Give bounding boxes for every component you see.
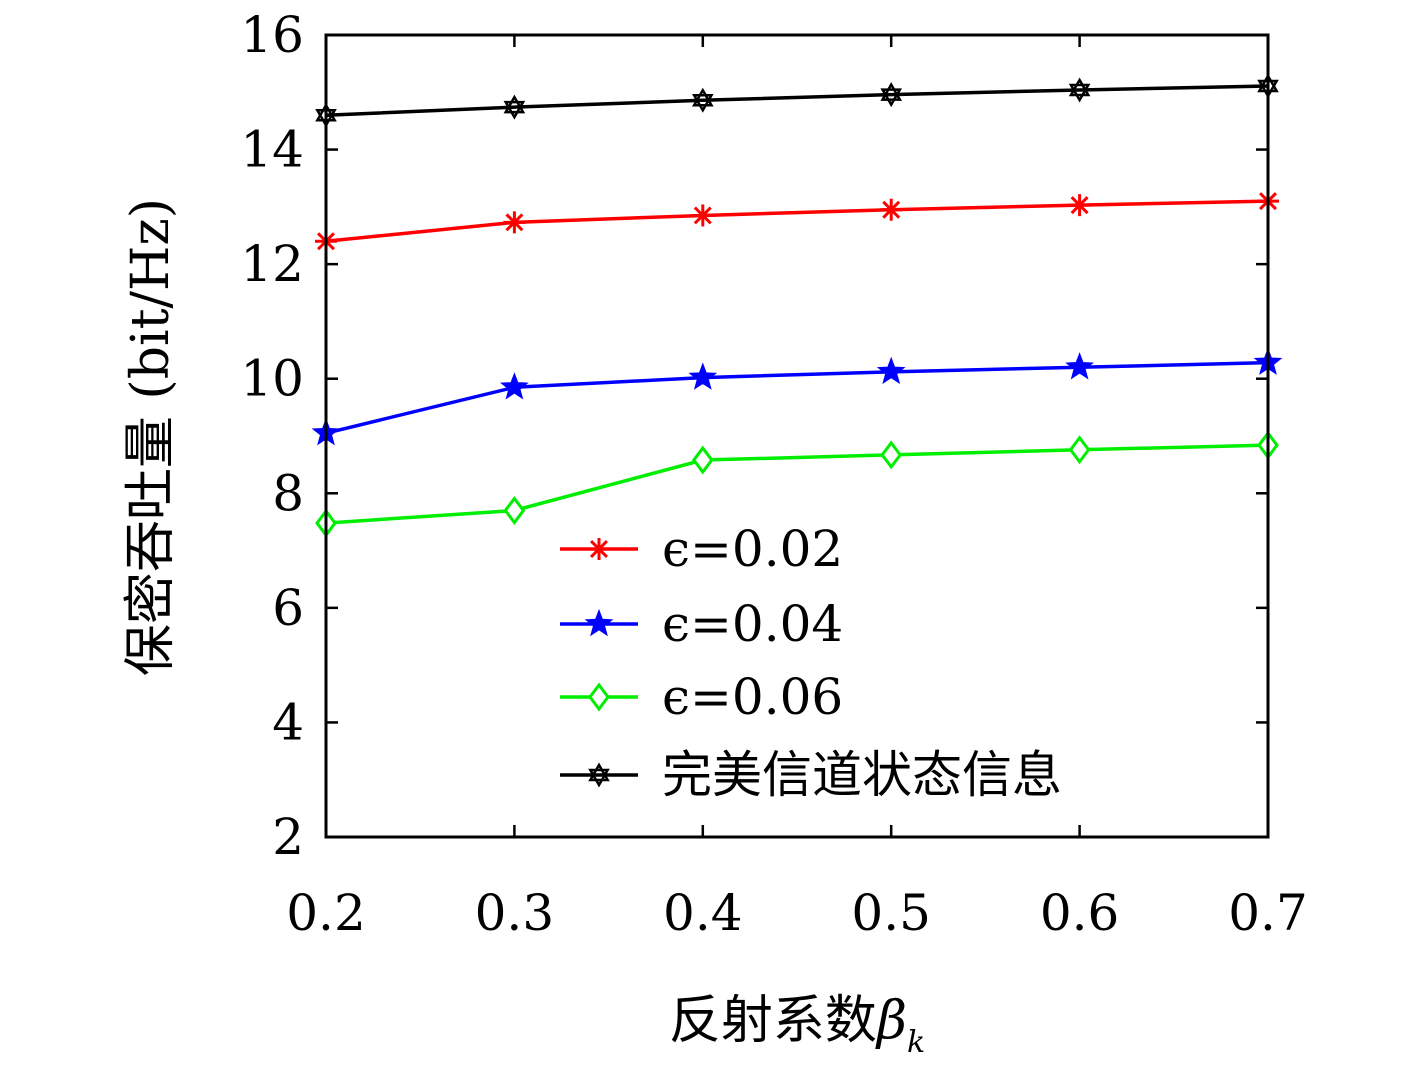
legend-item: ϵ=0.06 [560, 668, 843, 726]
y-tick-label: 4 [272, 693, 304, 751]
series-line [325, 360, 1269, 435]
legend-label: 完美信道状态信息 [662, 746, 1062, 804]
legend-item: ϵ=0.02 [560, 520, 843, 578]
legend-item: ϵ=0.04 [560, 595, 843, 653]
legend-label: ϵ=0.02 [662, 520, 843, 578]
series-line [325, 199, 1269, 243]
data-point [588, 682, 610, 712]
y-tick-label: 14 [240, 121, 304, 179]
axis-ticks [324, 33, 1270, 839]
series-line [325, 84, 1269, 117]
y-tick-label: 16 [240, 6, 304, 64]
x-tick-label: 0.3 [475, 884, 555, 942]
data-point [688, 362, 718, 390]
legend-label: ϵ=0.06 [662, 668, 843, 726]
data-point [880, 198, 903, 221]
data-point [584, 608, 614, 637]
data-point [588, 538, 610, 560]
x-tick-label: 0.7 [1228, 884, 1308, 942]
x-tick-label: 0.5 [851, 884, 931, 942]
legend: ϵ=0.02 ϵ=0.04 ϵ=0.06 完美信道状态信息 [545, 505, 1245, 820]
data-point [1068, 435, 1091, 465]
tick-labels: 0.2 0.3 0.4 0.5 0.6 0.7 2 4 6 8 10 12 14 16 [240, 6, 1307, 942]
y-axis-title: 保密吞吐量 (bit/Hz) [121, 198, 181, 676]
series-markers [311, 73, 1283, 538]
legend-label: ϵ=0.04 [662, 595, 843, 653]
series-lines [325, 84, 1269, 525]
x-axis-title-subscript: k [907, 1025, 925, 1060]
data-point [876, 356, 906, 385]
data-point [880, 440, 903, 470]
data-point [691, 204, 714, 227]
legend-box [545, 505, 1245, 820]
x-axis-title-symbol: β [875, 991, 907, 1051]
data-point [1065, 352, 1094, 380]
data-point [500, 372, 529, 400]
x-axis-title-text: 反射系数 [669, 991, 877, 1051]
data-point [503, 94, 526, 120]
data-point [691, 445, 714, 475]
y-tick-label: 8 [272, 464, 304, 522]
y-tick-label: 2 [272, 808, 304, 866]
data-point [503, 495, 526, 525]
data-point [1068, 194, 1091, 217]
legend-item: 完美信道状态信息 [560, 746, 1062, 804]
data-point [880, 82, 903, 108]
x-axis-title: 反射系数βk [669, 991, 925, 1060]
x-tick-label: 0.6 [1040, 884, 1120, 942]
series-line [325, 443, 1269, 525]
plot-frame [324, 33, 1270, 839]
data-point [1068, 77, 1091, 103]
y-tick-label: 10 [240, 350, 304, 408]
data-point [588, 762, 610, 788]
y-tick-label: 6 [272, 579, 304, 637]
y-tick-label: 12 [240, 235, 304, 293]
x-tick-label: 0.2 [286, 884, 366, 942]
x-tick-label: 0.4 [663, 884, 743, 942]
data-point [691, 87, 714, 113]
data-point [503, 211, 526, 234]
